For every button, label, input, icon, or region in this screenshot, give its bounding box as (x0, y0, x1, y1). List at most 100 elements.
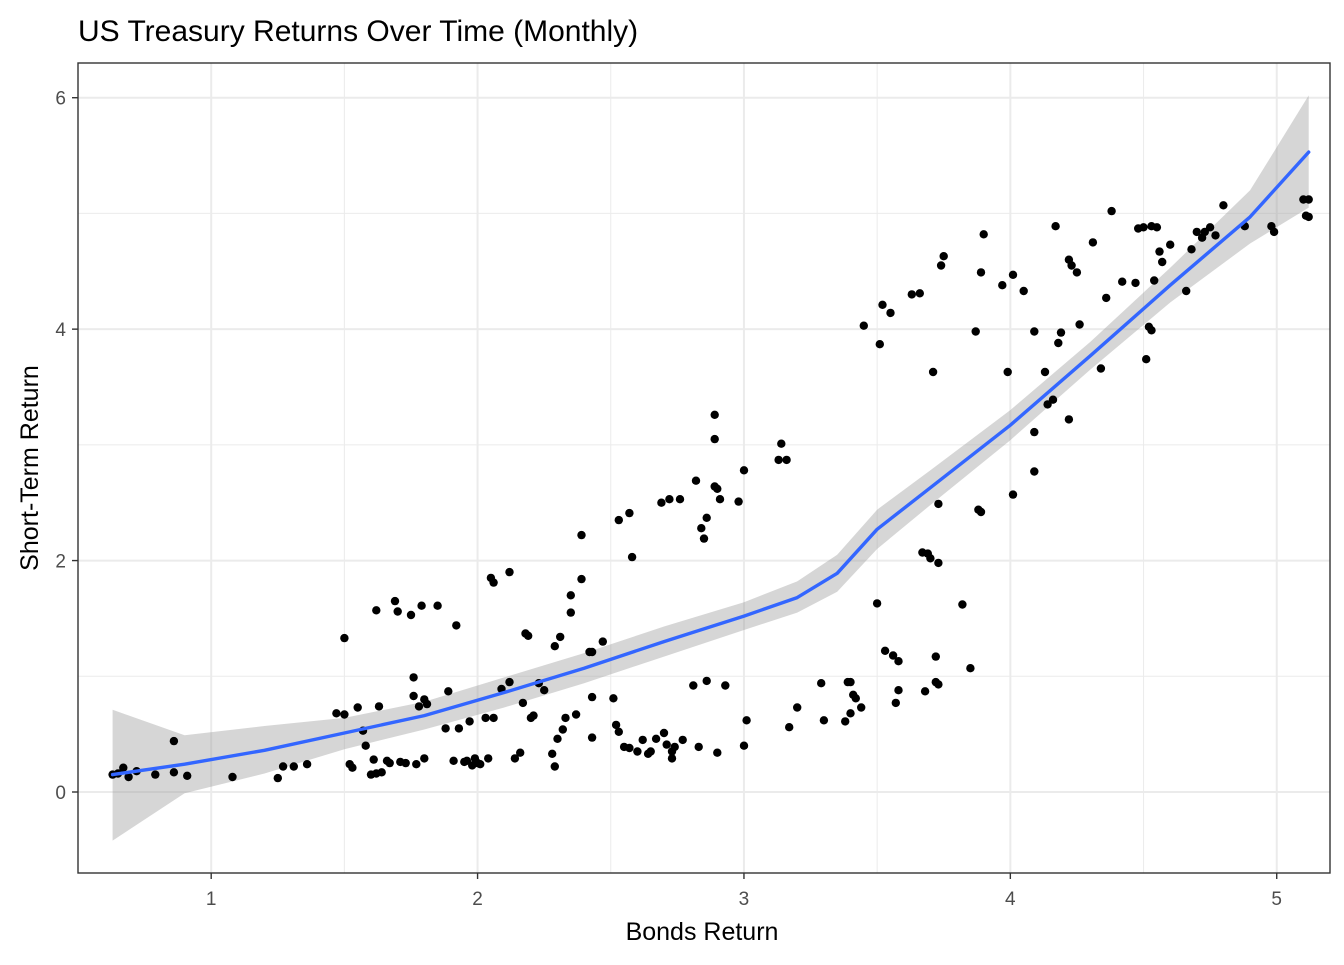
data-point (1048, 395, 1058, 404)
data-point (377, 768, 386, 777)
data-point (1131, 278, 1140, 288)
data-point (851, 694, 860, 703)
y-tick-label: 2 (55, 552, 66, 573)
data-point (928, 367, 938, 377)
data-point (689, 681, 698, 690)
data-point (124, 772, 133, 782)
data-point (875, 340, 884, 349)
data-point (489, 578, 498, 587)
data-point (1166, 240, 1175, 249)
data-point (372, 606, 381, 615)
data-point (441, 724, 450, 733)
data-point (936, 261, 946, 270)
data-point (409, 691, 418, 701)
data-point (638, 735, 647, 745)
data-point (1075, 320, 1084, 329)
data-point (976, 507, 986, 517)
data-point (894, 686, 903, 695)
data-point (1030, 467, 1039, 476)
data-point (979, 230, 988, 239)
data-point (1155, 247, 1164, 256)
data-point (412, 760, 421, 769)
data-point (422, 699, 432, 709)
y-tick-label: 4 (55, 320, 66, 341)
data-point (1003, 367, 1012, 377)
y-axis-title: Short-Term Return (16, 365, 44, 571)
data-point (710, 410, 719, 419)
data-point (228, 772, 237, 782)
data-point (697, 524, 706, 533)
data-point (699, 534, 709, 543)
data-point (702, 676, 711, 686)
smooth-line-layer (110, 150, 1311, 777)
data-point (550, 642, 559, 651)
data-point (817, 679, 826, 688)
data-point (409, 673, 418, 682)
data-point (289, 762, 298, 771)
data-point (374, 702, 384, 711)
data-point (414, 702, 424, 711)
data-point (556, 632, 565, 642)
data-point (566, 608, 575, 617)
data-point (1205, 223, 1215, 232)
confidence-ribbon (112, 95, 1309, 841)
data-point (1150, 276, 1159, 285)
x-axis-ticks: 1 2 3 4 5 (206, 873, 1282, 910)
data-point (939, 252, 948, 261)
data-point (385, 758, 394, 768)
data-point (1067, 261, 1076, 270)
data-point (739, 466, 749, 475)
data-point (734, 497, 743, 506)
data-point (670, 742, 679, 752)
data-point (846, 677, 855, 687)
data-point (361, 741, 370, 750)
data-point (915, 289, 924, 298)
data-point (566, 591, 575, 600)
data-point (886, 308, 895, 318)
data-point (846, 709, 855, 718)
data-point (1102, 293, 1111, 303)
data-point (577, 574, 586, 584)
data-point (587, 647, 597, 657)
data-point (401, 758, 410, 768)
data-point (119, 763, 128, 772)
data-point (1118, 277, 1127, 286)
data-point (1211, 231, 1220, 240)
x-tick-label: 3 (739, 889, 750, 910)
data-point (505, 677, 514, 687)
data-point (183, 771, 192, 780)
data-point (611, 720, 621, 730)
data-point (587, 692, 597, 702)
data-point (278, 762, 288, 771)
x-tick-label: 4 (1005, 889, 1016, 910)
data-point (169, 736, 179, 746)
smooth-trend-line (110, 150, 1311, 777)
data-point (169, 768, 179, 777)
chart-title: US Treasury Returns Over Time (Monthly) (78, 15, 638, 48)
data-point (627, 552, 637, 562)
data-point (587, 733, 597, 742)
data-point (481, 713, 490, 723)
data-point (625, 508, 634, 518)
y-tick-label: 0 (55, 783, 66, 804)
data-point (1030, 427, 1039, 437)
panel-border (77, 62, 1331, 874)
data-point (694, 742, 703, 752)
data-point (369, 755, 378, 764)
data-point (713, 484, 722, 493)
data-point (340, 633, 349, 643)
data-point (353, 703, 362, 712)
data-point (406, 610, 416, 620)
data-point (633, 747, 642, 756)
data-point (484, 754, 493, 763)
y-tick-label: 6 (55, 89, 66, 110)
data-point (524, 631, 533, 640)
data-point (971, 327, 980, 336)
data-point (433, 601, 442, 610)
data-point (1019, 286, 1028, 296)
data-point (1040, 367, 1050, 377)
data-point (390, 596, 400, 606)
data-point (417, 601, 426, 610)
